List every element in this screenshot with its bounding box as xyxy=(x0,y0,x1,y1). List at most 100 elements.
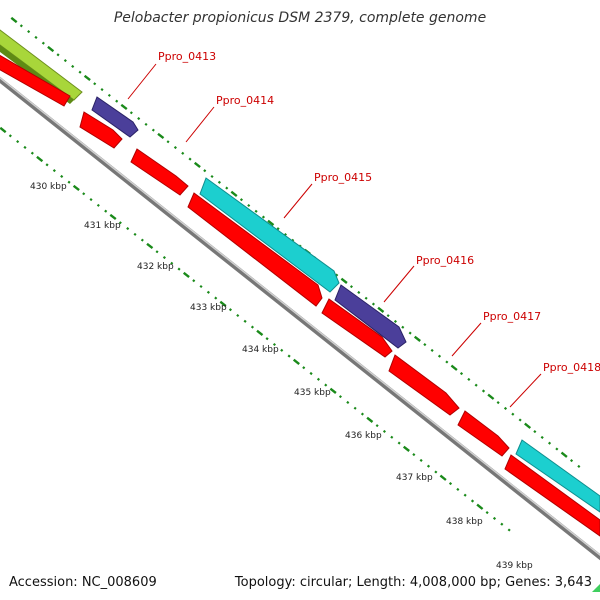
scale-label: 439 kbp xyxy=(496,561,533,571)
minor-tick xyxy=(28,31,30,32)
minor-tick xyxy=(230,309,232,310)
minor-tick xyxy=(277,228,279,229)
minor-tick xyxy=(549,443,551,444)
major-tick xyxy=(11,18,16,22)
minor-tick xyxy=(578,466,580,467)
minor-tick xyxy=(189,158,191,159)
scale-label: 436 kbp xyxy=(345,431,382,441)
minor-tick xyxy=(164,257,166,258)
minor-tick xyxy=(464,495,466,496)
major-tick xyxy=(294,360,300,364)
minor-tick xyxy=(391,437,393,438)
minor-tick xyxy=(556,448,558,449)
minor-tick xyxy=(325,384,327,385)
scale-label: 430 kbp xyxy=(30,182,67,192)
minor-tick xyxy=(534,431,536,432)
genome-map: Ppro_0413 Ppro_0414 Ppro_0415 Ppro_0416 … xyxy=(0,0,600,600)
minor-tick xyxy=(424,344,426,345)
gene-label: Ppro_0415 xyxy=(314,171,372,184)
major-tick xyxy=(378,308,383,312)
inner-tick-row xyxy=(0,128,510,531)
major-tick xyxy=(195,163,200,167)
minor-tick xyxy=(420,460,422,461)
major-tick xyxy=(37,157,43,161)
minor-tick xyxy=(156,251,158,252)
scale-label: 438 kbp xyxy=(446,517,483,527)
minor-tick xyxy=(519,419,521,420)
minor-tick xyxy=(266,338,268,339)
minor-tick xyxy=(142,240,144,241)
gene-label: Ppro_0417 xyxy=(483,310,541,323)
minor-tick xyxy=(358,292,360,293)
major-tick xyxy=(110,215,116,219)
major-tick xyxy=(477,505,483,509)
accession-text: Accession: NC_008609 xyxy=(9,575,157,590)
minor-tick xyxy=(32,153,34,154)
minor-tick xyxy=(252,326,254,327)
minor-tick xyxy=(387,315,389,316)
major-tick xyxy=(257,331,263,335)
major-tick xyxy=(341,279,347,283)
gene-label-leaders xyxy=(128,64,541,407)
minor-tick xyxy=(288,355,290,356)
major-tick xyxy=(48,47,54,51)
scale-label: 437 kbp xyxy=(396,473,433,483)
minor-tick xyxy=(310,373,312,374)
major-tick xyxy=(85,76,91,80)
minor-tick xyxy=(508,529,510,530)
minor-tick xyxy=(145,124,147,125)
minor-tick xyxy=(131,112,133,113)
minor-tick xyxy=(255,211,257,212)
gene-red-6 xyxy=(389,355,459,415)
minor-tick xyxy=(134,234,136,235)
major-tick xyxy=(147,244,153,248)
minor-tick xyxy=(505,408,507,409)
minor-tick xyxy=(248,205,250,206)
major-tick xyxy=(184,273,189,277)
minor-tick xyxy=(178,268,180,269)
minor-tick xyxy=(200,286,202,287)
major-tick xyxy=(440,476,446,480)
minor-tick xyxy=(109,95,111,96)
minor-tick xyxy=(340,396,342,397)
minor-tick xyxy=(116,101,118,102)
minor-tick xyxy=(373,303,375,304)
minor-tick xyxy=(35,37,37,38)
major-tick xyxy=(404,447,410,451)
major-tick xyxy=(158,134,164,138)
minor-tick xyxy=(204,170,206,171)
minor-tick xyxy=(486,512,488,513)
gene-track xyxy=(0,24,600,536)
scale-label: 435 kbp xyxy=(294,388,331,398)
minor-tick xyxy=(512,414,514,415)
minor-tick xyxy=(219,182,221,183)
minor-tick xyxy=(57,54,59,55)
minor-tick xyxy=(365,298,367,299)
minor-tick xyxy=(17,141,19,142)
minor-tick xyxy=(182,153,184,154)
minor-tick xyxy=(167,141,169,142)
minor-tick xyxy=(468,379,470,380)
minor-tick xyxy=(351,286,353,287)
gene-label: Ppro_0413 xyxy=(158,50,216,63)
genome-summary-text: Topology: circular; Length: 4,008,000 bp… xyxy=(235,575,592,590)
minor-tick xyxy=(83,193,85,194)
minor-tick xyxy=(347,402,349,403)
minor-tick xyxy=(153,130,155,131)
minor-tick xyxy=(61,176,63,177)
minor-tick xyxy=(303,367,305,368)
minor-tick xyxy=(541,437,543,438)
minor-tick xyxy=(79,72,81,73)
gene-label: Ppro_0416 xyxy=(416,254,474,267)
minor-tick xyxy=(409,332,411,333)
minor-tick xyxy=(46,164,48,165)
minor-tick xyxy=(435,471,437,472)
minor-tick xyxy=(175,147,177,148)
minor-tick xyxy=(226,187,228,188)
major-tick xyxy=(488,395,494,399)
minor-tick xyxy=(318,379,320,380)
major-tick xyxy=(562,453,567,457)
minor-tick xyxy=(43,43,45,44)
minor-tick xyxy=(90,199,92,200)
minor-tick xyxy=(98,205,100,206)
